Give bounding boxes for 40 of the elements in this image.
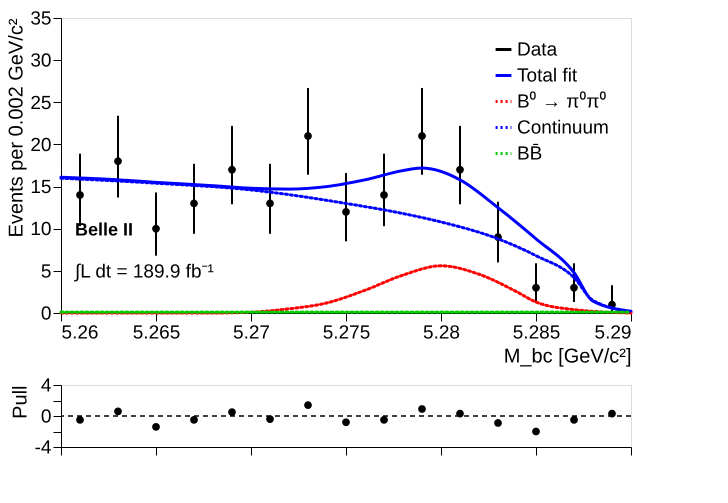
legend-label: BB̄ bbox=[517, 144, 542, 164]
x-tick-label: 5.27 bbox=[233, 322, 270, 344]
y-tick-label: 5 bbox=[40, 261, 52, 282]
point bbox=[114, 407, 122, 416]
y-tick-label: 10 bbox=[30, 219, 52, 240]
y-axis-title: Events per 0.002 GeV/c² bbox=[5, 18, 28, 238]
y-tick-label: 20 bbox=[30, 134, 52, 156]
point bbox=[380, 416, 388, 424]
legend-label: Data bbox=[517, 40, 558, 60]
point bbox=[494, 419, 502, 427]
y-tick-label: 25 bbox=[30, 92, 52, 114]
y-tick-label: 35 bbox=[30, 8, 52, 30]
point bbox=[570, 416, 578, 424]
x-tick-label: 5.29 bbox=[594, 322, 632, 344]
x-tick-label: 5.28 bbox=[423, 322, 460, 344]
point bbox=[532, 428, 540, 436]
point bbox=[304, 401, 312, 410]
y-tick-label: 15 bbox=[30, 177, 52, 198]
point bbox=[418, 405, 426, 413]
legend-label: B⁰ → π⁰π⁰ bbox=[517, 90, 606, 112]
legend-label: Continuum bbox=[517, 118, 609, 138]
y-tick-label: 0 bbox=[40, 304, 52, 324]
point bbox=[190, 416, 198, 424]
x-tick-label: 5.265 bbox=[132, 322, 180, 344]
point bbox=[228, 408, 236, 416]
x-axis-title: M_bc [GeV/c²] bbox=[504, 346, 632, 368]
point bbox=[76, 416, 84, 424]
legend-label: Total fit bbox=[517, 66, 578, 86]
x-tick-label: 5.26 bbox=[62, 322, 98, 344]
x-tick-label: 5.285 bbox=[512, 322, 560, 344]
x-tick-label: 5.275 bbox=[322, 322, 370, 344]
point bbox=[152, 422, 160, 431]
point bbox=[342, 418, 350, 426]
y-tick-label: 0 bbox=[40, 406, 52, 428]
y-tick-label: 4 bbox=[40, 376, 52, 396]
y-tick-label: -4 bbox=[34, 438, 52, 458]
y-axis-title: Pull bbox=[10, 386, 32, 419]
annotation: Belle II bbox=[75, 219, 134, 240]
annotation: ∫L dt = 189.9 fb⁻¹ bbox=[74, 262, 214, 283]
y-tick-label: 30 bbox=[30, 50, 52, 72]
